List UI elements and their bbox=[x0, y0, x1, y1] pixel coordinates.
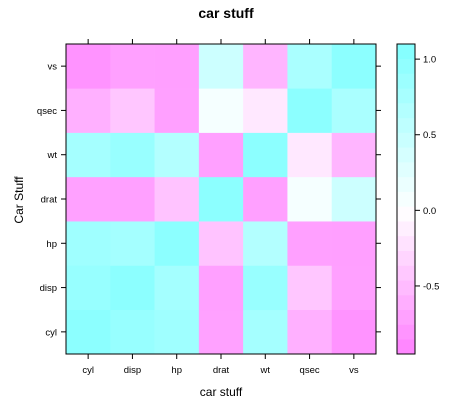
heatmap-cell-vs-disp bbox=[110, 44, 155, 89]
x-tick-label: vs bbox=[349, 365, 359, 376]
colorbar-segment bbox=[397, 73, 415, 89]
heatmap-cell-drat-cyl bbox=[66, 176, 111, 222]
heatmap-cell-vs-cyl bbox=[66, 44, 111, 89]
colorbar-segment bbox=[397, 117, 415, 133]
colorbar-segment bbox=[397, 132, 415, 148]
colorbar-segment bbox=[397, 103, 415, 119]
colorbar-segment bbox=[397, 58, 415, 74]
heatmap-cell-hp-hp bbox=[154, 221, 200, 266]
heatmap-cell-wt-disp bbox=[110, 132, 155, 178]
colorbar-segment bbox=[397, 147, 415, 163]
heatmap-cell-disp-qsec bbox=[287, 265, 333, 311]
y-tick-label: wt bbox=[47, 150, 58, 161]
heatmap-cell-drat-drat bbox=[198, 176, 244, 222]
colorbar-tick-label: 0.5 bbox=[423, 130, 436, 141]
heatmap-cell-disp-cyl bbox=[66, 265, 111, 311]
chart-title: car stuff bbox=[198, 5, 254, 21]
colorbar-segment bbox=[397, 250, 415, 266]
x-tick-label: drat bbox=[213, 365, 230, 376]
y-tick-label: drat bbox=[41, 195, 58, 206]
colorbar-segment bbox=[397, 221, 415, 237]
y-tick-label: disp bbox=[40, 283, 57, 294]
y-tick-label: qsec bbox=[37, 106, 57, 117]
heatmap-cells bbox=[66, 44, 377, 355]
colorbar-segment bbox=[397, 280, 415, 296]
colorbar-segment bbox=[397, 309, 415, 325]
heatmap-cell-disp-hp bbox=[154, 265, 200, 311]
heatmap-cell-vs-drat bbox=[198, 44, 244, 89]
heatmap-cell-wt-wt bbox=[243, 132, 288, 178]
heatmap-cell-wt-hp bbox=[154, 132, 200, 178]
colorbar-segment bbox=[397, 339, 415, 355]
colorbar-segment bbox=[397, 44, 415, 60]
colorbar-segment bbox=[397, 235, 415, 251]
y-tick-label: cyl bbox=[45, 327, 57, 338]
heatmap-cell-drat-vs bbox=[331, 176, 377, 222]
heatmap-cell-cyl-cyl bbox=[66, 309, 111, 355]
axes: cyl disp hp drat wt qsec vs cyl disp hp drat wt qsec… bbox=[37, 39, 381, 376]
heatmap-cell-qsec-vs bbox=[331, 88, 377, 133]
x-tick-label: disp bbox=[124, 365, 141, 376]
colorbar: 1.0 0.5 0.0 -0.5 bbox=[396, 43, 439, 355]
heatmap-cell-vs-vs bbox=[331, 44, 377, 89]
heatmap-cell-hp-disp bbox=[110, 221, 155, 266]
colorbar-segment bbox=[397, 206, 415, 222]
colorbar-segment bbox=[397, 176, 415, 192]
heatmap-cell-cyl-wt bbox=[243, 309, 288, 355]
colorbar-tick-label: -0.5 bbox=[423, 281, 439, 292]
colorbar-tick-label: 0.0 bbox=[423, 206, 436, 217]
heatmap-cell-qsec-qsec bbox=[287, 88, 333, 133]
heatmap-cell-drat-hp bbox=[154, 176, 200, 222]
colorbar-segment bbox=[397, 265, 415, 281]
heatmap-cell-cyl-disp bbox=[110, 309, 155, 355]
heatmap-cell-drat-wt bbox=[243, 176, 288, 222]
heatmap-cell-wt-vs bbox=[331, 132, 377, 178]
heatmap-cell-cyl-drat bbox=[198, 309, 244, 355]
heatmap-cell-qsec-hp bbox=[154, 88, 200, 133]
heatmap-cell-disp-vs bbox=[331, 265, 377, 311]
heatmap-cell-wt-drat bbox=[198, 132, 244, 178]
colorbar-segment bbox=[397, 294, 415, 311]
heatmap-cell-drat-qsec bbox=[287, 176, 333, 222]
heatmap-cell-hp-drat bbox=[198, 221, 244, 266]
x-tick-label: hp bbox=[171, 365, 182, 376]
heatmap-cell-qsec-wt bbox=[243, 88, 288, 133]
x-tick-label: wt bbox=[260, 365, 271, 376]
heatmap-cell-hp-vs bbox=[331, 221, 377, 266]
colorbar-segment bbox=[397, 88, 415, 104]
heatmap-cell-hp-cyl bbox=[66, 221, 111, 266]
colorbar-segment bbox=[397, 162, 415, 178]
colorbar-frame bbox=[396, 43, 416, 355]
heatmap-cell-qsec-disp bbox=[110, 88, 155, 133]
heatmap-cell-vs-hp bbox=[154, 44, 200, 89]
colorbar-tick-label: 1.0 bbox=[423, 55, 436, 66]
y-axis-label: Car Stuff bbox=[12, 176, 26, 224]
heatmap-cell-hp-wt bbox=[243, 221, 288, 266]
x-axis-label: car stuff bbox=[200, 385, 243, 399]
heatmap-cell-disp-drat bbox=[198, 265, 244, 311]
heatmap-cell-qsec-cyl bbox=[66, 88, 111, 133]
heatmap-cell-cyl-vs bbox=[331, 309, 377, 355]
heatmap-cell-qsec-drat bbox=[198, 88, 244, 133]
heatmap-cell-vs-wt bbox=[243, 44, 288, 89]
heatmap-cell-drat-disp bbox=[110, 176, 155, 222]
heatmap-cell-cyl-hp bbox=[154, 309, 200, 355]
heatmap-cell-hp-qsec bbox=[287, 221, 333, 266]
colorbar-segment bbox=[397, 324, 415, 340]
y-tick-label: hp bbox=[46, 239, 57, 250]
y-tick-label: vs bbox=[48, 62, 58, 73]
heatmap-cell-wt-cyl bbox=[66, 132, 111, 178]
heatmap-cell-wt-qsec bbox=[287, 132, 333, 178]
heatmap-cell-vs-qsec bbox=[287, 44, 333, 89]
heatmap-cell-disp-wt bbox=[243, 265, 288, 311]
x-tick-label: qsec bbox=[300, 365, 320, 376]
heatmap-cell-disp-disp bbox=[110, 265, 155, 311]
heatmap-cell-cyl-qsec bbox=[287, 309, 333, 355]
x-tick-label: cyl bbox=[82, 365, 94, 376]
colorbar-segment bbox=[397, 191, 415, 207]
